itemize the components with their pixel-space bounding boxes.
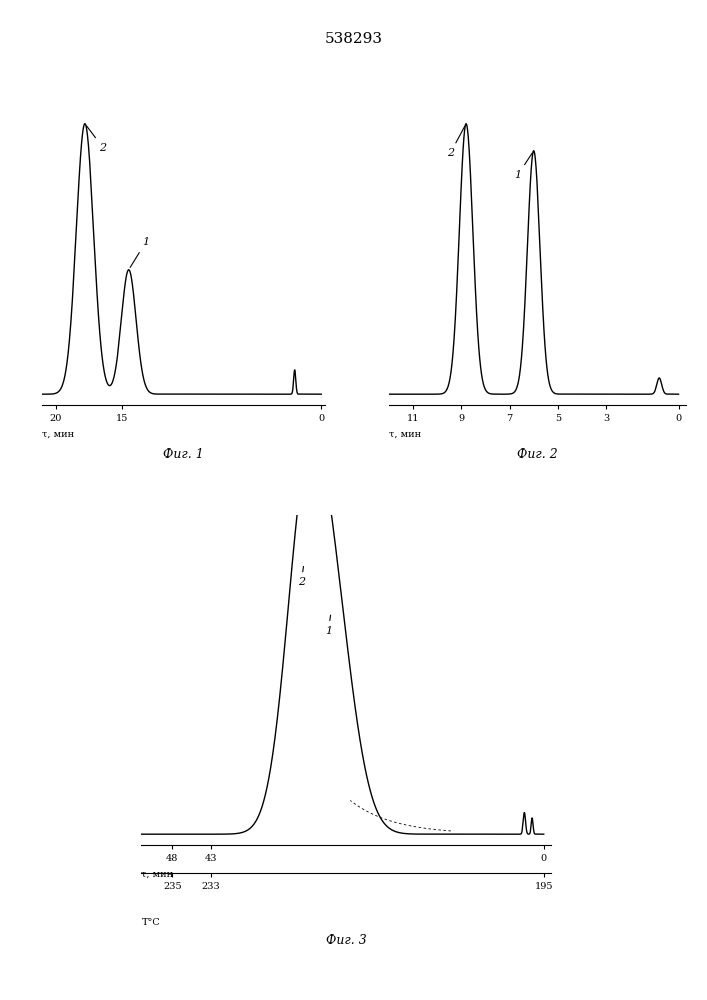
Text: 2: 2 (447, 126, 464, 158)
Text: 1: 1 (325, 615, 332, 636)
Text: Фиг. 1: Фиг. 1 (163, 448, 204, 461)
Text: 1: 1 (515, 153, 532, 180)
Text: T°C: T°C (141, 918, 160, 927)
Text: 2: 2 (298, 566, 305, 587)
Text: 1: 1 (130, 237, 149, 267)
Text: 2: 2 (86, 126, 107, 153)
Text: τ, мин: τ, мин (42, 430, 74, 439)
Text: Фиг. 3: Фиг. 3 (326, 934, 367, 947)
Text: 538293: 538293 (325, 32, 382, 46)
Text: τ, мин: τ, мин (389, 430, 421, 439)
Text: τ, мин: τ, мин (141, 870, 173, 879)
Text: Фиг. 2: Фиг. 2 (517, 448, 558, 461)
